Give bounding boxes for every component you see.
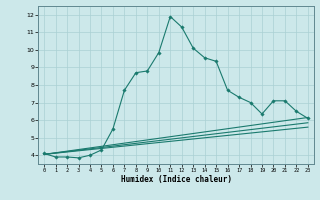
X-axis label: Humidex (Indice chaleur): Humidex (Indice chaleur) xyxy=(121,175,231,184)
